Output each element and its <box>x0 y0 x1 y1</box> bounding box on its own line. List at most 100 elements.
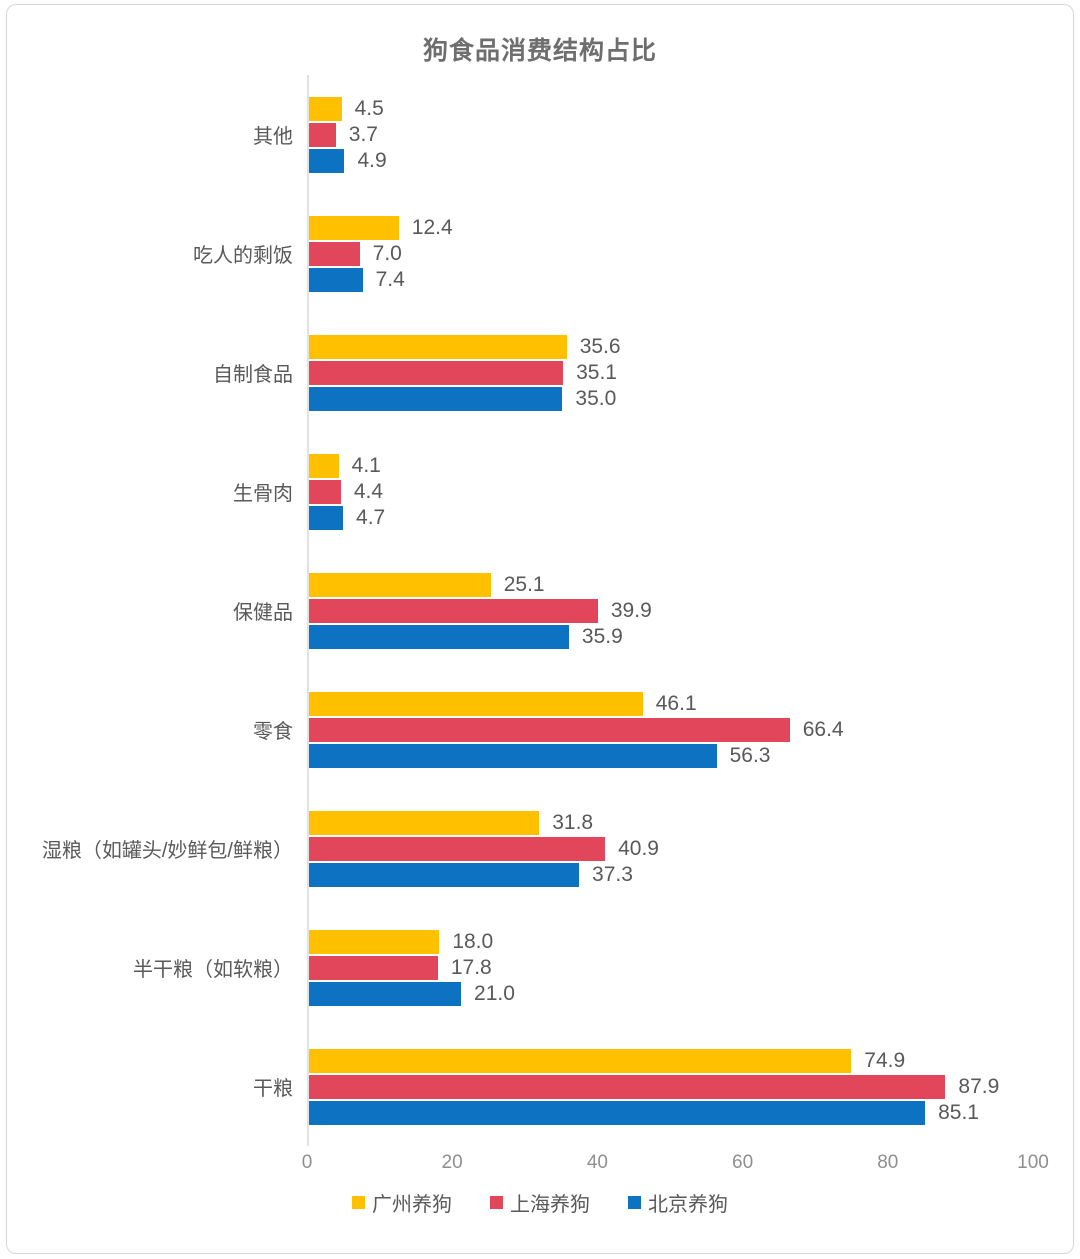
bar-row: 56.3 <box>309 743 1033 769</box>
category-bars: 25.1 39.9 35.9 <box>307 551 1033 670</box>
bar-row: 7.4 <box>309 267 1033 293</box>
value-label: 31.8 <box>552 810 594 834</box>
bar-row: 35.1 <box>309 360 1033 386</box>
legend-label: 广州养狗 <box>372 1194 452 1216</box>
x-axis-tick: 100 <box>1017 1152 1049 1173</box>
category-label: 其他 <box>253 126 293 148</box>
bar-row: 85.1 <box>309 1100 1033 1126</box>
category-label: 半干粮（如软粮） <box>133 959 293 981</box>
bar-row: 46.1 <box>309 691 1033 717</box>
legend-swatch-icon <box>490 1196 503 1209</box>
bar-北京养狗 <box>309 624 569 649</box>
category-group: 半干粮（如软粮） 18.0 17.8 21.0 <box>7 908 1073 1027</box>
category-label: 保健品 <box>233 602 293 624</box>
bar-row: 66.4 <box>309 717 1033 743</box>
bar-row: 4.7 <box>309 505 1033 531</box>
category-label: 吃人的剩饭 <box>193 245 293 267</box>
bar-row: 4.4 <box>309 479 1033 505</box>
category-label: 零食 <box>253 721 293 743</box>
category-group: 吃人的剩饭 12.4 7.0 7.4 <box>7 194 1073 313</box>
category-group: 生骨肉 4.1 4.4 4.7 <box>7 432 1073 551</box>
value-label: 7.0 <box>372 241 402 265</box>
bar-广州养狗 <box>309 1048 852 1073</box>
category-group: 干粮 74.9 87.9 85.1 <box>7 1027 1073 1146</box>
bar-北京养狗 <box>309 267 363 292</box>
value-label: 35.6 <box>579 334 621 358</box>
value-label: 3.7 <box>348 122 378 146</box>
bar-row: 40.9 <box>309 836 1033 862</box>
legend-label: 北京养狗 <box>648 1194 728 1216</box>
chart-card: 狗食品消费结构占比 其他 4.5 3.7 4.9 吃人的剩饭 12.4 7.0 7.4 自制食品… <box>6 4 1074 1254</box>
category-bars: 4.5 3.7 4.9 <box>307 75 1033 194</box>
value-label: 7.4 <box>375 267 405 291</box>
legend-item: 上海养狗 <box>490 1188 590 1217</box>
bar-上海养狗 <box>309 717 790 742</box>
value-label: 17.8 <box>450 955 492 979</box>
value-label: 66.4 <box>802 717 844 741</box>
bar-row: 25.1 <box>309 572 1033 598</box>
category-group: 零食 46.1 66.4 56.3 <box>7 670 1073 789</box>
legend-item: 广州养狗 <box>352 1188 452 1217</box>
bar-上海养狗 <box>309 479 341 504</box>
value-label: 4.5 <box>354 96 384 120</box>
plot-area: 其他 4.5 3.7 4.9 吃人的剩饭 12.4 7.0 7.4 自制食品 35.6 35.1 35… <box>7 75 1073 1146</box>
bar-row: 4.9 <box>309 148 1033 174</box>
category-bars: 12.4 7.0 7.4 <box>307 194 1033 313</box>
value-label: 39.9 <box>610 598 652 622</box>
bar-北京养狗 <box>309 1100 926 1125</box>
value-label: 4.4 <box>353 479 384 503</box>
bar-row: 4.5 <box>309 96 1033 122</box>
bar-北京养狗 <box>309 981 462 1006</box>
value-label: 18.0 <box>452 929 494 953</box>
category-bars: 31.8 40.9 37.3 <box>307 789 1033 908</box>
bar-row: 3.7 <box>309 122 1033 148</box>
bar-上海养狗 <box>309 241 360 266</box>
bar-row: 74.9 <box>309 1048 1033 1074</box>
bar-row: 35.6 <box>309 334 1033 360</box>
category-bars: 35.6 35.1 35.0 <box>307 313 1033 432</box>
bar-北京养狗 <box>309 386 563 411</box>
bar-row: 21.0 <box>309 981 1033 1007</box>
category-bars: 18.0 17.8 21.0 <box>307 908 1033 1027</box>
bar-上海养狗 <box>309 955 438 980</box>
bar-row: 7.0 <box>309 241 1033 267</box>
category-bars: 74.9 87.9 85.1 <box>307 1027 1033 1146</box>
legend-label: 上海养狗 <box>510 1194 590 1216</box>
x-axis-tick: 80 <box>877 1152 899 1173</box>
bar-广州养狗 <box>309 810 540 835</box>
category-group: 保健品 25.1 39.9 35.9 <box>7 551 1073 670</box>
value-label: 46.1 <box>655 691 697 715</box>
bar-row: 87.9 <box>309 1074 1033 1100</box>
bar-row: 37.3 <box>309 862 1033 888</box>
category-bars: 4.1 4.4 4.7 <box>307 432 1033 551</box>
bar-上海养狗 <box>309 122 336 147</box>
legend-swatch-icon <box>352 1196 365 1209</box>
category-label: 自制食品 <box>213 364 293 386</box>
value-label: 25.1 <box>503 572 545 596</box>
category-label: 干粮 <box>253 1078 293 1100</box>
bar-北京养狗 <box>309 505 344 530</box>
bar-广州养狗 <box>309 96 342 121</box>
value-label: 4.9 <box>357 148 387 172</box>
x-axis: 0 20 40 60 80 100 <box>302 1146 1049 1176</box>
value-label: 35.1 <box>576 360 617 384</box>
category-label: 生骨肉 <box>233 483 293 505</box>
bar-北京养狗 <box>309 743 717 768</box>
bar-row: 18.0 <box>309 929 1033 955</box>
legend-swatch-icon <box>628 1196 641 1209</box>
x-axis-tick: 40 <box>586 1152 608 1173</box>
bar-上海养狗 <box>309 360 564 385</box>
value-label: 37.3 <box>592 862 633 886</box>
x-axis-tick: 0 <box>301 1152 313 1173</box>
category-group: 其他 4.5 3.7 4.9 <box>7 75 1073 194</box>
bar-上海养狗 <box>309 836 606 861</box>
value-label: 4.7 <box>356 505 386 529</box>
bar-上海养狗 <box>309 1074 946 1099</box>
value-label: 56.3 <box>729 743 771 767</box>
bar-row: 35.0 <box>309 386 1033 412</box>
x-axis-tick: 60 <box>732 1152 754 1173</box>
legend-item: 北京养狗 <box>628 1188 728 1217</box>
bar-row: 39.9 <box>309 598 1033 624</box>
category-group: 湿粮（如罐头/妙鲜包/鲜粮） 31.8 40.9 37.3 <box>7 789 1073 908</box>
bar-row: 12.4 <box>309 215 1033 241</box>
